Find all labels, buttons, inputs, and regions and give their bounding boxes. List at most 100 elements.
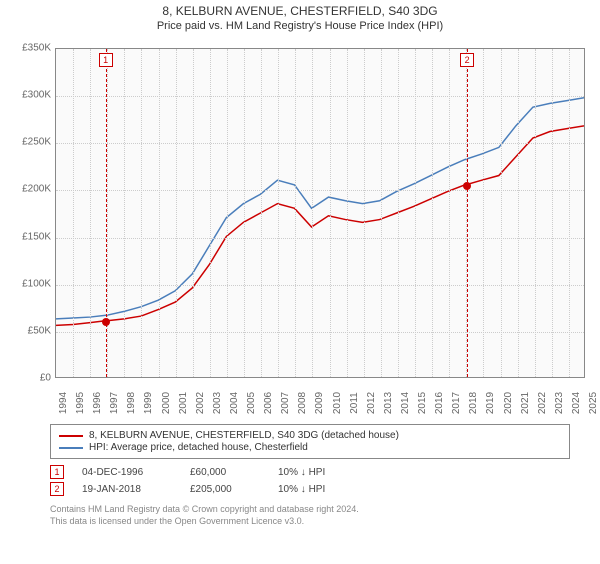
y-tick-label: £300K [22,90,51,101]
y-tick-label: £50K [28,325,51,336]
x-tick-label: 2011 [349,392,360,414]
legend-swatch [59,447,83,449]
x-tick-label: 2020 [503,392,514,414]
event-row: 1 04-DEC-1996 £60,000 10% ↓ HPI [50,465,570,479]
legend-row: 8, KELBURN AVENUE, CHESTERFIELD, S40 3DG… [59,430,561,441]
gridline-v [210,49,211,377]
event-price: £205,000 [190,484,260,495]
legend-swatch [59,435,83,437]
y-tick-label: £100K [22,278,51,289]
event-delta: 10% ↓ HPI [278,484,325,495]
x-tick-label: 2015 [417,392,428,414]
gridline-v [552,49,553,377]
legend-label: 8, KELBURN AVENUE, CHESTERFIELD, S40 3DG… [89,430,399,441]
x-tick-label: 2019 [485,392,496,414]
x-tick-label: 2006 [263,392,274,414]
footer-line-1: Contains HM Land Registry data © Crown c… [50,504,570,516]
x-tick-label: 2018 [468,392,479,414]
gridline-v [107,49,108,377]
y-tick-label: £150K [22,231,51,242]
gridline-v [518,49,519,377]
plot-area: 12 [55,48,585,378]
gridline-v [261,49,262,377]
x-tick-label: 2014 [400,392,411,414]
y-tick-label: £250K [22,137,51,148]
footer-attribution: Contains HM Land Registry data © Crown c… [50,504,570,527]
marker-label-box: 1 [99,53,113,67]
gridline-h [56,190,584,191]
gridline-h [56,285,584,286]
x-tick-label: 2024 [571,392,582,414]
x-tick-label: 1999 [143,392,154,414]
gridline-v [159,49,160,377]
gridline-v [415,49,416,377]
x-tick-label: 2017 [451,392,462,414]
gridline-v [449,49,450,377]
x-tick-label: 2010 [332,392,343,414]
x-tick-label: 2001 [178,392,189,414]
gridline-v [483,49,484,377]
x-tick-label: 2023 [554,392,565,414]
series-line [56,126,584,326]
x-tick-label: 2007 [280,392,291,414]
x-tick-label: 1995 [75,392,86,414]
marker-dot [463,182,471,190]
gridline-v [244,49,245,377]
legend: 8, KELBURN AVENUE, CHESTERFIELD, S40 3DG… [50,424,570,459]
chart-title: 8, KELBURN AVENUE, CHESTERFIELD, S40 3DG [0,4,600,18]
x-tick-label: 2002 [195,392,206,414]
gridline-v [312,49,313,377]
x-tick-label: 2000 [161,392,172,414]
gridline-v [569,49,570,377]
gridline-h [56,96,584,97]
gridline-v [535,49,536,377]
marker-dot [102,318,110,326]
gridline-v [73,49,74,377]
y-tick-label: £350K [22,43,51,54]
x-tick-label: 2022 [537,392,548,414]
marker-line [106,49,107,377]
event-date: 04-DEC-1996 [82,467,172,478]
gridline-v [364,49,365,377]
x-tick-label: 2004 [229,392,240,414]
x-tick-label: 2003 [212,392,223,414]
chart-subtitle: Price paid vs. HM Land Registry's House … [0,20,600,32]
x-tick-label: 1997 [109,392,120,414]
event-date: 19-JAN-2018 [82,484,172,495]
footer-line-2: This data is licensed under the Open Gov… [50,516,570,528]
x-tick-label: 2016 [434,392,445,414]
line-series-svg [56,49,584,377]
event-list: 1 04-DEC-1996 £60,000 10% ↓ HPI 2 19-JAN-2018… [50,465,570,496]
gridline-v [227,49,228,377]
gridline-v [176,49,177,377]
gridline-v [432,49,433,377]
gridline-v [193,49,194,377]
gridline-h [56,332,584,333]
x-tick-label: 1994 [58,392,69,414]
marker-label-box: 2 [460,53,474,67]
gridline-v [141,49,142,377]
x-tick-label: 2012 [366,392,377,414]
x-tick-label: 2008 [297,392,308,414]
event-delta: 10% ↓ HPI [278,467,325,478]
gridline-v [347,49,348,377]
event-price: £60,000 [190,467,260,478]
event-row: 2 19-JAN-2018 £205,000 10% ↓ HPI [50,482,570,496]
x-tick-label: 2009 [314,392,325,414]
gridline-h [56,238,584,239]
gridline-v [278,49,279,377]
legend-label: HPI: Average price, detached house, Ches… [89,442,308,453]
gridline-v [501,49,502,377]
x-tick-label: 2013 [383,392,394,414]
marker-line [467,49,468,377]
event-number-box: 2 [50,482,64,496]
x-tick-label: 2021 [520,392,531,414]
gridline-v [90,49,91,377]
x-tick-label: 1996 [92,392,103,414]
legend-row: HPI: Average price, detached house, Ches… [59,442,561,453]
gridline-v [295,49,296,377]
event-number-box: 1 [50,465,64,479]
gridline-v [124,49,125,377]
chart-container: 12 £0£50K£100K£150K£200K£250K£300K£350K1… [5,38,595,418]
x-tick-label: 1998 [126,392,137,414]
